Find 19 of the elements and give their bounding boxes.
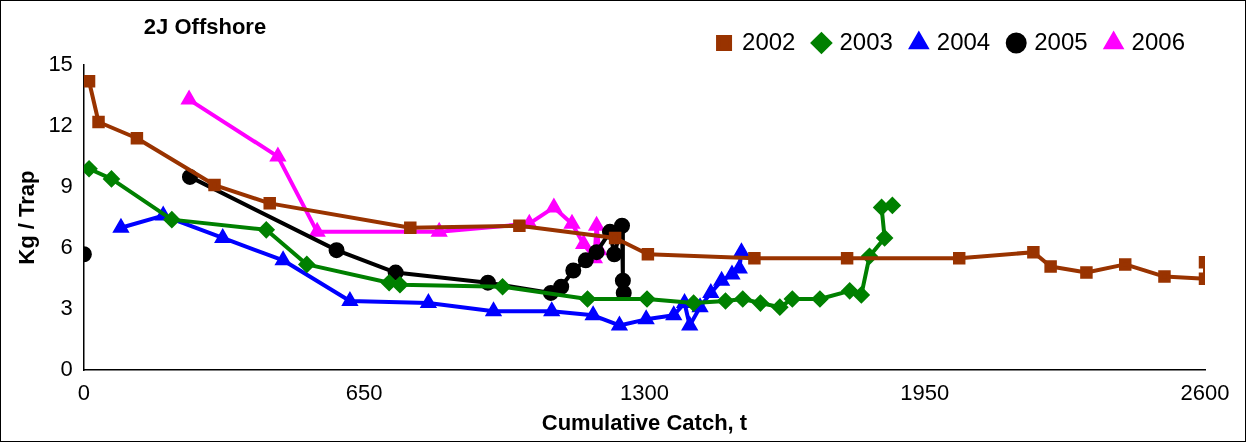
y-tick-label: 0 (60, 356, 73, 382)
legend-label: 2004 (936, 27, 991, 55)
chart-title: 2J Offshore (143, 14, 267, 40)
x-tick-label: 2600 (1180, 380, 1230, 406)
legend-label: 2005 (1034, 27, 1088, 55)
legend-label: 2006 (1131, 27, 1185, 55)
y-tick-label: 12 (48, 112, 73, 138)
y-tick-label: 15 (48, 51, 73, 77)
x-tick-label: 0 (77, 380, 90, 406)
y-axis-title: Kg / Trap (14, 170, 40, 265)
legend-label: 2003 (839, 27, 893, 55)
x-tick-label: 650 (345, 380, 383, 406)
x-tick-label: 1300 (619, 380, 669, 406)
x-axis-title: Cumulative Catch, t (541, 409, 748, 435)
y-tick-label: 6 (60, 234, 73, 260)
legend-label: 2002 (742, 27, 796, 55)
y-tick-label: 9 (60, 173, 73, 199)
x-tick-label: 1950 (900, 380, 950, 406)
y-tick-label: 3 (60, 295, 73, 321)
